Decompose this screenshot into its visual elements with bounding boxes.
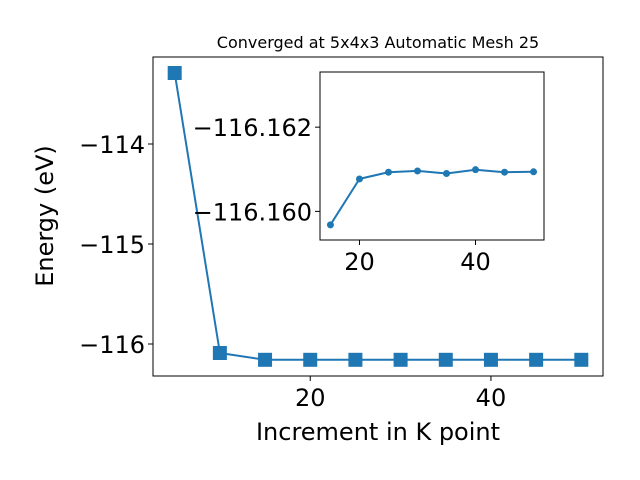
inset-x-tick-label: 40 [460,248,491,276]
main-data-point [212,346,227,360]
main-data-point [529,352,544,367]
inset-data-point [472,166,480,174]
main-plot-frame [152,56,604,377]
inset-series-line [329,168,534,226]
main-data-point [438,352,453,367]
inset-x-tick-label: 20 [344,248,375,276]
inset-data-point [530,168,538,176]
inset-y-tick-label: −116.162 [193,114,312,142]
y-axis-label: Energy (eV) [31,145,59,287]
inset-series [326,166,538,229]
chart-title: Converged at 5x4x3 Automatic Mesh 25 [217,33,539,52]
main-plot: Converged at 5x4x3 Automatic Mesh 25 20 4… [31,33,604,446]
main-y-tick-label: −116 [79,331,145,359]
main-data-point [167,66,182,80]
main-series-line [173,72,582,361]
main-data-point [348,352,363,367]
main-x-tick-label: 40 [476,384,507,412]
main-data-point [393,352,408,367]
inset-background [320,72,544,240]
main-ticks: 20 40 −116 −115 −114 [79,131,506,412]
main-data-point [303,352,318,367]
inset-frame [319,71,545,241]
main-series [167,66,589,367]
main-x-tick-label: 20 [295,384,326,412]
inset-data-point [384,168,392,176]
inset-data-point [326,221,334,229]
inset-data-point [413,167,421,175]
inset-y-tick-label: −116.160 [193,198,312,226]
x-axis-label: Increment in K point [256,418,500,446]
main-y-tick-label: −114 [79,131,145,159]
main-data-point [483,352,498,367]
main-data-point [574,352,589,367]
inset-plot: 20 40 −116.160 −116.162 [193,71,545,276]
inset-data-point [501,168,509,176]
main-y-tick-label: −115 [79,231,145,259]
inset-data-point [355,175,363,183]
inset-ticks: 20 40 −116.160 −116.162 [193,114,491,276]
main-data-point [258,352,273,367]
inset-data-point [443,169,451,177]
